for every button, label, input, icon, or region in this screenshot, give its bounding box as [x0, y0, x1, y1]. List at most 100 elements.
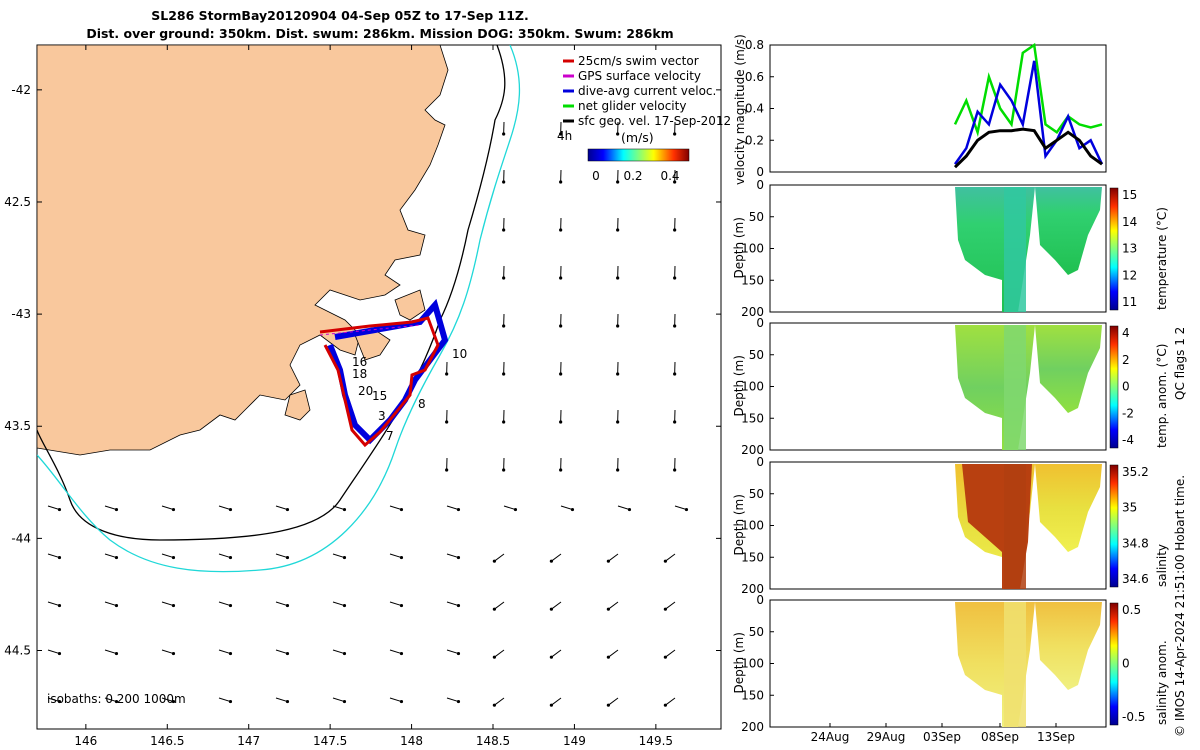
vector-arrow — [47, 649, 60, 655]
vector-arrow — [332, 601, 345, 607]
vector-head — [399, 507, 404, 512]
vector-arrow — [446, 601, 459, 607]
vector-head — [570, 507, 575, 512]
vector-head — [57, 603, 62, 608]
vector-arrow — [104, 649, 117, 655]
vector-head — [616, 324, 620, 328]
day-label: 7 — [386, 429, 394, 443]
vector-head — [285, 699, 290, 704]
vector-arrow — [446, 505, 459, 511]
vector-head — [342, 699, 347, 704]
day-label: 20 — [358, 384, 373, 398]
vector-arrow — [389, 601, 402, 607]
map-x-tick-label: 148.5 — [476, 734, 510, 748]
vector-arrow — [161, 649, 174, 655]
vector-arrow — [104, 553, 117, 559]
vector-arrow — [446, 553, 459, 559]
vector-arrow — [494, 553, 505, 562]
vector-head — [616, 468, 620, 472]
temp_anom-colorbar — [1109, 325, 1119, 449]
vector-arrow — [494, 649, 505, 658]
depth-tick-label: 50 — [749, 210, 764, 224]
vector-head — [684, 507, 689, 512]
velocity-ylabel: velocity magnitude (m/s) — [733, 34, 747, 185]
vector-arrow — [275, 505, 288, 511]
title-line-1: SL286 StormBay20120904 04-Sep 05Z to 17-… — [151, 8, 529, 23]
vector-head — [114, 555, 119, 560]
vector-head — [171, 603, 176, 608]
colorbar-tick-label: -0.5 — [1122, 710, 1145, 724]
vector-head — [559, 372, 563, 376]
colorbar-tick-label: 34.6 — [1122, 572, 1149, 586]
vector-head — [549, 655, 553, 659]
colorbar-tick-label: 35 — [1122, 501, 1137, 515]
vector-arrow — [608, 649, 619, 658]
vector-head — [616, 276, 620, 280]
vector-head — [559, 228, 563, 232]
depth-tick-label: 200 — [741, 720, 764, 734]
temperature-cbar-label: temperature (°C) — [1155, 207, 1169, 310]
vector-head — [399, 555, 404, 560]
vector-head — [502, 468, 506, 472]
depth-tick-label: 50 — [749, 625, 764, 639]
vector-head — [114, 699, 119, 704]
vector-arrow — [674, 505, 687, 511]
sal_anom-cbar-label: salinity anom. — [1155, 640, 1169, 725]
vector-arrow — [665, 553, 676, 562]
temperature-section-b — [1035, 187, 1102, 275]
vector-head — [342, 507, 347, 512]
vector-head — [342, 603, 347, 608]
vector-arrow — [446, 649, 459, 655]
vector-head — [285, 555, 290, 560]
temperature-ylabel: Depth (m) — [732, 217, 746, 278]
depth-tick-label: 50 — [749, 487, 764, 501]
vector-arrow — [608, 553, 619, 562]
time-axis: 24Aug 29Aug 03Sep 08Sep 13Sep — [811, 723, 1075, 744]
vector-head — [228, 555, 233, 560]
vector-head — [171, 699, 176, 704]
vector-head — [399, 699, 404, 704]
vector-head — [456, 603, 461, 608]
title-line-2: Dist. over ground: 350km. Dist. swum: 28… — [86, 26, 674, 41]
day-label: 18 — [352, 367, 367, 381]
vector-head — [285, 651, 290, 656]
vector-head — [673, 180, 677, 184]
colorbar-tick-label: 15 — [1122, 188, 1137, 202]
vector-arrow — [494, 601, 505, 610]
map-y-tick-label: 44.5 — [4, 644, 31, 658]
vector-head — [445, 420, 449, 424]
vector-arrow — [608, 697, 619, 706]
vector-head — [502, 372, 506, 376]
vector-head — [228, 651, 233, 656]
vector-arrow — [275, 553, 288, 559]
vector-head — [228, 699, 233, 704]
map-x-tick-label: 147.5 — [313, 734, 347, 748]
depth-tick-label: 0 — [756, 316, 764, 330]
salinity-cbar-label: salinity — [1155, 544, 1169, 587]
vector-head — [171, 555, 176, 560]
sal_anom-ylabel: Depth (m) — [732, 632, 746, 693]
map-y-tick-label: -44 — [11, 531, 31, 545]
vector-arrow — [47, 601, 60, 607]
vector-head — [616, 132, 620, 136]
vector-arrow — [665, 601, 676, 610]
isobath-1000m — [37, 45, 521, 573]
velocity-y-tick-label: 0.8 — [745, 38, 764, 52]
legend-label: 25cm/s swim vector — [578, 54, 699, 68]
vector-head — [57, 507, 62, 512]
sal_anom-section-b — [1035, 602, 1102, 690]
vector-head — [492, 703, 496, 707]
velocity-series-line — [953, 127, 1103, 169]
vector-head — [171, 507, 176, 512]
vector-head — [399, 651, 404, 656]
vector-arrow — [161, 601, 174, 607]
vector-arrow — [389, 697, 402, 703]
legend-extra: 4h — [557, 129, 572, 143]
vector-arrow — [275, 649, 288, 655]
depth-tick-label: 50 — [749, 348, 764, 362]
velocity-y-tick-label: 0.2 — [745, 133, 764, 147]
vector-arrow — [332, 697, 345, 703]
colorbar-tick-label: 11 — [1122, 295, 1137, 309]
